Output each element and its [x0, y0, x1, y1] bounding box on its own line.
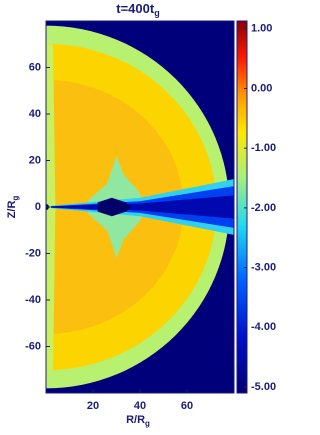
x-tick-label: 40 — [134, 400, 146, 412]
colorbar-tick-label: -3.00 — [251, 262, 276, 274]
y-axis-label: Z/Rg — [6, 196, 20, 219]
y-tick-label: -60 — [25, 340, 41, 352]
heatmap-field — [46, 21, 234, 393]
colorbar-tick-label: 0.00 — [251, 82, 272, 94]
y-tick-label: 40 — [29, 108, 41, 120]
colorbar — [236, 20, 248, 394]
core-hot — [46, 193, 64, 221]
y-tick-label: 20 — [29, 154, 41, 166]
colorbar-tick-label: -5.00 — [251, 381, 276, 393]
colorbar-tick-label: 1.00 — [251, 23, 272, 35]
y-tick-label: -40 — [25, 294, 41, 306]
chart: t=400tg R/Rg Z/Rg 60 40 20 0 -20 -40 -60 20 40 60… — [6, 1, 276, 428]
disk-core — [97, 197, 131, 217]
x-tick-label: 20 — [87, 400, 99, 412]
y-tick-label: -20 — [25, 247, 41, 259]
colorbar-tick-label: -2.00 — [251, 202, 276, 214]
y-tick-label: 0 — [35, 201, 41, 213]
jet-core — [50, 195, 234, 219]
y-tick-label: 60 — [29, 61, 41, 73]
chart-title: t=400tg — [116, 1, 159, 18]
colorbar-tick-label: -4.00 — [251, 321, 276, 333]
colorbar-tick-label: -1.00 — [251, 142, 276, 154]
x-tick-label: 60 — [181, 400, 193, 412]
x-axis-label: R/Rg — [126, 414, 150, 428]
